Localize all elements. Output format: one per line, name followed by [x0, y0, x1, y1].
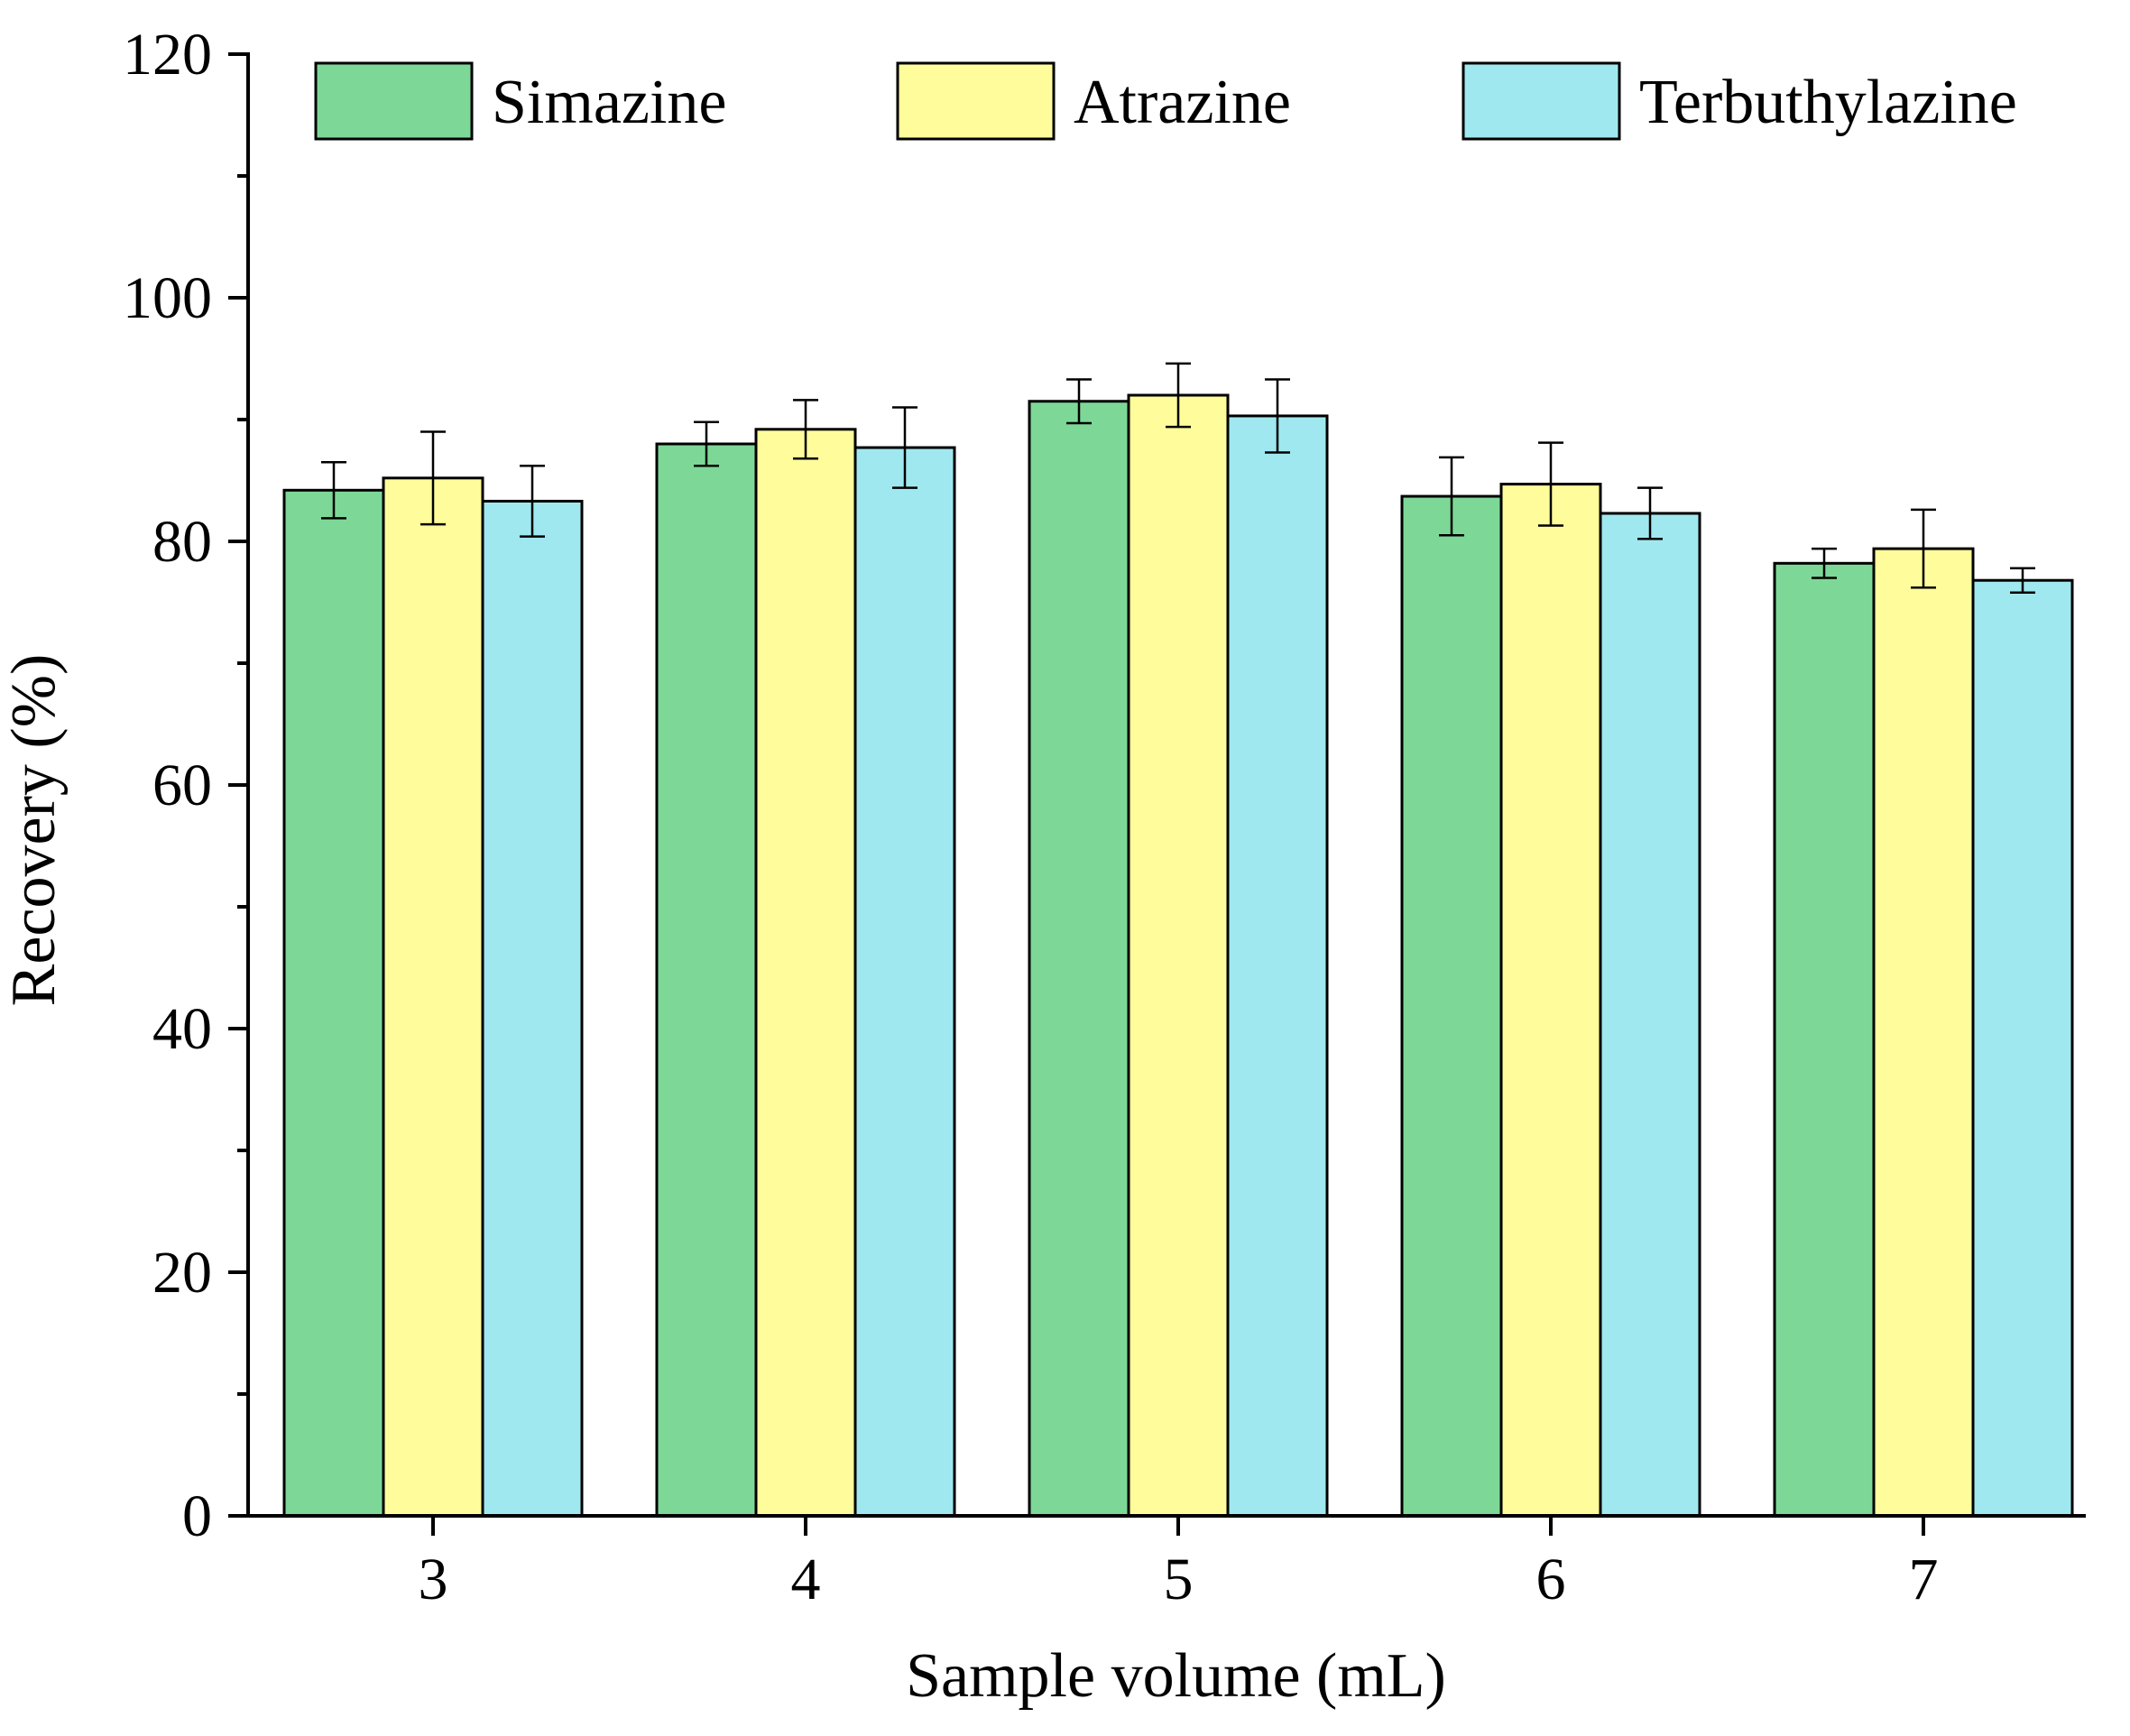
x-tick-label: 5 — [1164, 1547, 1194, 1612]
ticks-layer: 0 20 40 60 80 100 120 3 4 5 6 7 — [123, 22, 1939, 1612]
bar-simazine-3 — [282, 488, 385, 1518]
y-tick-label: 0 — [182, 1483, 212, 1549]
bar-atrazine-3 — [382, 476, 484, 1518]
bar-atrazine-4 — [754, 428, 857, 1518]
x-tick-label: 3 — [419, 1547, 448, 1612]
y-axis-title: Recovery (%) — [0, 654, 69, 1007]
y-tick-label: 60 — [152, 753, 212, 818]
bar-atrazine-6 — [1499, 483, 1602, 1518]
bars-layer — [282, 393, 2074, 1518]
x-tick-label: 6 — [1536, 1547, 1566, 1612]
legend-swatch-terbuthylazine — [1461, 61, 1621, 141]
error-bars-layer — [321, 362, 2035, 594]
legend-swatch-atrazine — [896, 61, 1056, 141]
bar-terbuthylazine-5 — [1226, 414, 1329, 1518]
legend-label-atrazine: Atrazine — [1074, 68, 1291, 137]
legend-swatch-simazine — [314, 61, 474, 141]
bar-simazine-7 — [1773, 561, 1876, 1518]
legend-label-simazine: Simazine — [492, 68, 726, 137]
x-tick-label: 4 — [791, 1547, 821, 1612]
bar-terbuthylazine-7 — [1971, 578, 2074, 1518]
bar-atrazine-7 — [1872, 547, 1975, 1518]
bar-terbuthylazine-4 — [853, 446, 956, 1518]
x-tick-label: 7 — [1909, 1547, 1939, 1612]
bar-simazine-4 — [655, 442, 758, 1518]
x-axis-title: Sample volume (mL) — [906, 1641, 1446, 1711]
legend: Simazine Atrazine Terbuthylazine — [314, 61, 2017, 141]
bar-terbuthylazine-6 — [1599, 512, 1701, 1518]
bar-simazine-5 — [1028, 400, 1130, 1518]
bar-terbuthylazine-3 — [481, 499, 584, 1518]
legend-label-terbuthylazine: Terbuthylazine — [1639, 68, 2017, 137]
y-tick-label: 80 — [152, 509, 212, 575]
bar-simazine-6 — [1400, 494, 1503, 1518]
y-tick-label: 40 — [152, 996, 212, 1062]
bar-atrazine-5 — [1127, 393, 1230, 1518]
y-tick-label: 100 — [123, 265, 212, 331]
y-tick-label: 120 — [123, 22, 212, 88]
y-tick-label: 20 — [152, 1240, 212, 1306]
